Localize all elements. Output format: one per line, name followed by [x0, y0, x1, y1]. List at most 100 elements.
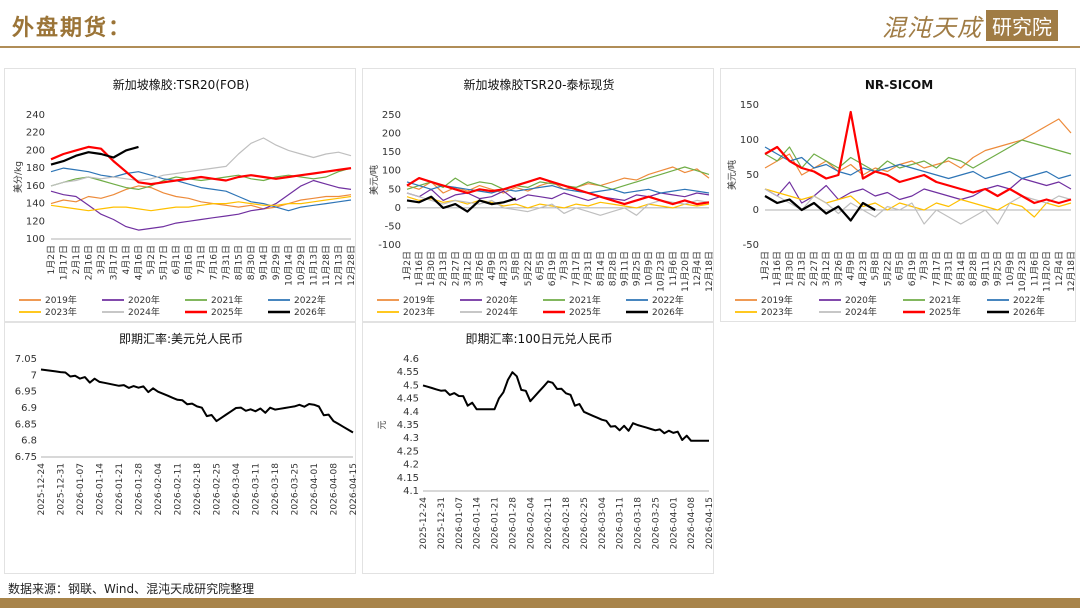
- series-line-2025年: [764, 110, 1072, 205]
- x-tick-label: 1月2日: [760, 251, 771, 280]
- y-tick-label: 100: [26, 234, 45, 245]
- brand-name: 混沌天成: [882, 14, 982, 42]
- x-tick-label: 5月2日: [146, 245, 157, 274]
- y-tick-label: 180: [26, 163, 45, 174]
- y-tick-label: 240: [26, 110, 45, 121]
- x-tick-label: 2025-12-24: [419, 497, 429, 550]
- x-tick-label: 1月17日: [59, 245, 70, 280]
- brand-badge: 研究院: [986, 10, 1058, 41]
- legend-label: 2021年: [211, 294, 243, 306]
- x-tick-label: 2026-03-18: [271, 463, 281, 516]
- series-line-2021年: [50, 167, 352, 191]
- chart-tsr20-fob: 新加坡橡胶:TSR20(FOB) 美分/kg 100 120 140 160 180 200 2…: [12, 77, 357, 318]
- x-tick-label: 4月23日: [858, 251, 869, 286]
- y-tick-label: 150: [382, 147, 401, 158]
- x-tick-label: 3月2日: [96, 245, 107, 274]
- legend-label: 2020年: [845, 294, 877, 306]
- x-tick-label: 5月17日: [159, 245, 170, 280]
- x-tick-label: 2025-12-24: [37, 463, 47, 516]
- x-tick-label: 9月11日: [980, 251, 991, 286]
- x-tick-label: 6月5日: [535, 251, 546, 280]
- x-tick-label: 2026-01-07: [76, 463, 86, 515]
- x-tick-label: 7月3日: [559, 251, 570, 280]
- data-source-note: 数据来源：钢联、Wind、混沌天成研究院整理: [8, 582, 255, 596]
- x-tick-label: 1月16日: [772, 251, 783, 286]
- x-tick-label: 10月29日: [296, 245, 307, 286]
- x-tick-label: 9月14日: [259, 245, 270, 280]
- x-tick-label: 2026-04-15: [349, 463, 357, 515]
- y-tick-label: 6.85: [15, 419, 37, 430]
- legend-label: 2024年: [486, 306, 518, 318]
- x-tick-label: 1月30日: [426, 251, 437, 286]
- x-tick-label: 2026-01-28: [508, 497, 518, 550]
- y-tick-label: -100: [378, 240, 401, 251]
- chart-title: NR-SICOM: [865, 78, 933, 92]
- x-tick-label: 2026-03-25: [291, 463, 301, 515]
- x-tick-label: 4月1日: [121, 245, 132, 274]
- x-tick-label: 10月9日: [644, 251, 655, 286]
- x-tick-label: 7月17日: [571, 251, 582, 286]
- legend-label: 2019年: [45, 294, 77, 306]
- x-tick-label: 2026-04-01: [310, 463, 320, 515]
- y-tick-label: 100: [382, 166, 401, 177]
- x-tick-label: 2025-12-31: [437, 497, 447, 549]
- y-tick-label: 6.75: [15, 452, 37, 463]
- x-tick-label: 10月23日: [656, 251, 667, 292]
- legend-label: 2025年: [929, 306, 961, 318]
- legend-label: 2021年: [929, 294, 961, 306]
- legend-label: 2023年: [403, 306, 435, 318]
- legend-label: 2022年: [294, 294, 326, 306]
- chart-usdcny: 即期汇率:美元兑人民币 6.75 6.8 6.85 6.9 6.95 7 7.05 2025-1…: [15, 331, 357, 516]
- x-tick-label: 9月25日: [632, 251, 643, 286]
- y-tick-label: 200: [26, 145, 45, 156]
- x-tick-label: 1月16日: [414, 251, 425, 286]
- y-tick-label: 6.9: [21, 403, 37, 414]
- chart-title: 新加坡橡胶TSR20-泰标现货: [464, 77, 615, 92]
- series-line-2024年: [764, 188, 1072, 225]
- x-tick-label: 8月30日: [246, 245, 257, 280]
- y-tick-label: 4.25: [397, 446, 419, 457]
- y-tick-label: 4.2: [403, 460, 419, 471]
- page-title: 外盘期货：: [12, 15, 133, 41]
- legend-label: 2026年: [1013, 306, 1045, 318]
- x-tick-label: 9月29日: [271, 245, 282, 280]
- x-tick-label: 5月8日: [511, 251, 522, 280]
- y-tick-label: 7: [31, 370, 37, 381]
- x-tick-label: 2026-03-04: [598, 497, 608, 550]
- y-tick-label: 120: [26, 216, 45, 227]
- series-line-2022年: [764, 146, 1072, 180]
- y-tick-label: 50: [388, 184, 401, 195]
- series-line-2024年: [406, 192, 710, 216]
- x-tick-label: 3月26日: [833, 251, 844, 286]
- x-tick-label: 9月25日: [993, 251, 1004, 286]
- x-tick-label: 8月14日: [956, 251, 967, 286]
- x-tick-label: 2026-03-11: [252, 463, 262, 515]
- y-tick-label: 4.4: [403, 407, 419, 418]
- footer-bar: [0, 598, 1080, 608]
- chart-panel-tsr20-spread: 新加坡橡胶TSR20-泰标现货 美元/吨 -100 -50 0 50 100 150 200 25…: [362, 68, 715, 322]
- chart-title: 新加坡橡胶:TSR20(FOB): [113, 77, 250, 92]
- x-tick-label: 2月13日: [438, 251, 449, 286]
- legend-label: 2026年: [652, 306, 684, 318]
- x-tick-label: 12月18日: [1066, 251, 1077, 292]
- y-tick-label: 140: [26, 199, 45, 210]
- x-tick-label: 2026-01-14: [96, 463, 106, 516]
- y-tick-label: 4.45: [397, 394, 419, 405]
- series-line-2025年: [406, 176, 710, 206]
- x-tick-label: 4月9日: [487, 251, 498, 280]
- x-tick-label: 11月6日: [668, 251, 679, 286]
- x-tick-label: 2026-03-25: [651, 497, 661, 549]
- series-line-2021年: [764, 139, 1072, 173]
- x-tick-label: 3月17日: [109, 245, 120, 280]
- series-line-2026年: [764, 195, 876, 222]
- legend-label: 2026年: [294, 306, 326, 318]
- x-tick-label: 10月14日: [284, 245, 295, 286]
- chart-panel-nr-sicom: NR-SICOM 美元/吨 -50 0 50 100 150 1月2日 1月16日 1月30日 2月…: [720, 68, 1077, 322]
- series-line-2023年: [50, 195, 352, 212]
- x-tick-label: 2026-01-21: [491, 497, 501, 549]
- x-tick-label: 8月14日: [595, 251, 606, 286]
- y-tick-label: 6.95: [15, 387, 37, 398]
- x-tick-label: 11月6日: [1029, 251, 1040, 286]
- legend-label: 2024年: [845, 306, 877, 318]
